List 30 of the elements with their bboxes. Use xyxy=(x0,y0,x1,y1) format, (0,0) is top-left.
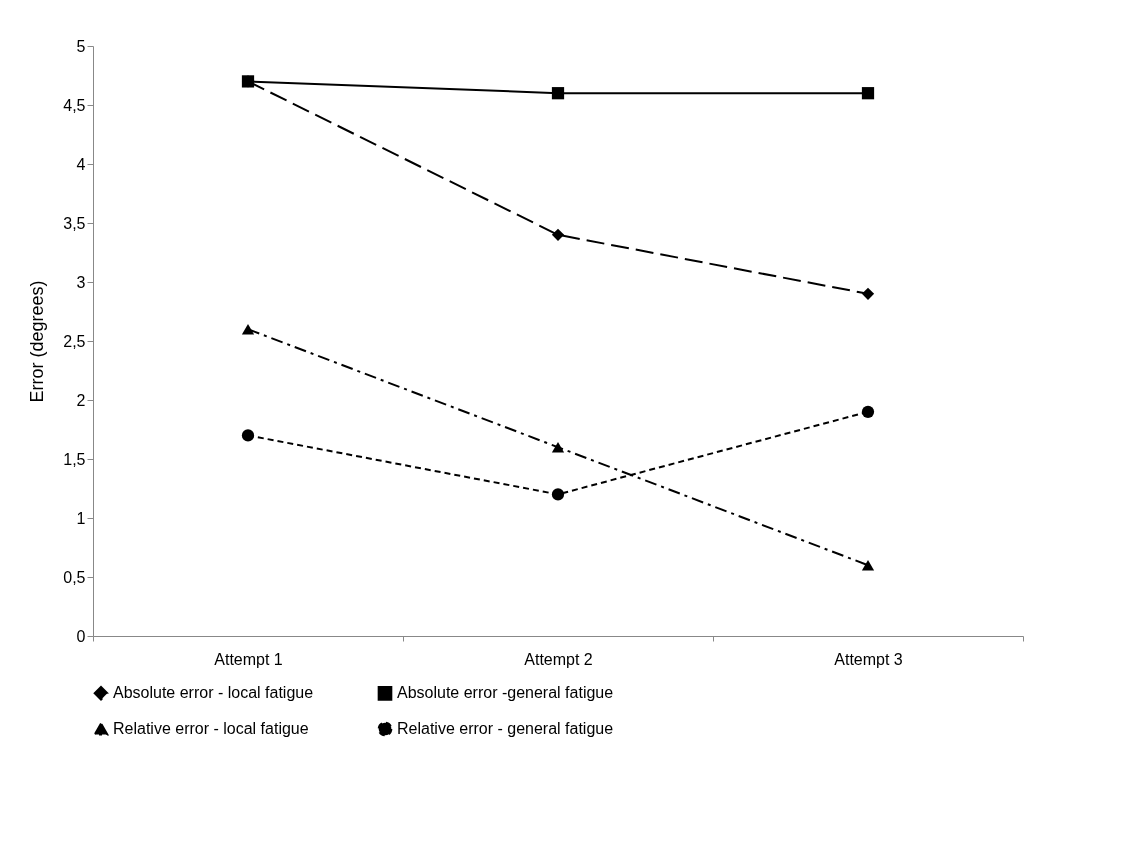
x-tick-label: Attempt 1 xyxy=(214,650,283,668)
point xyxy=(551,441,565,453)
legend-label: Relative error - local fatigue xyxy=(113,720,309,737)
y-tick-label: 3 xyxy=(76,273,86,291)
y-tick-label: 1,5 xyxy=(63,450,86,468)
legend-label: Absolute error - local fatigue xyxy=(113,684,314,702)
point xyxy=(551,488,565,501)
y-tick-label: 3,5 xyxy=(63,214,86,232)
y-tick-label: 4 xyxy=(76,155,86,173)
y-tick-label: 0 xyxy=(76,627,86,645)
y-tick-label: 2,5 xyxy=(63,332,86,350)
point xyxy=(861,559,875,571)
y-tick-label: 0,5 xyxy=(63,568,86,586)
point xyxy=(861,287,875,300)
point xyxy=(551,87,565,100)
point xyxy=(241,75,255,88)
x-tick-label: Attempt 2 xyxy=(524,650,593,668)
y-axis-title: Error (degrees) xyxy=(27,280,48,403)
y-tick-label: 2 xyxy=(76,391,86,409)
x-tick-label: Attempt 3 xyxy=(834,650,903,668)
point xyxy=(551,228,565,241)
legend-label: Relative error - general fatigue xyxy=(397,720,614,737)
point xyxy=(861,87,875,100)
point xyxy=(241,323,255,335)
point xyxy=(241,429,255,442)
y-tick-label: 1 xyxy=(76,509,86,527)
y-tick-label: 5 xyxy=(76,37,86,55)
y-tick-label: 4,5 xyxy=(63,96,86,114)
legend-label: Absolute error -general fatigue xyxy=(397,684,614,702)
point xyxy=(861,405,875,418)
